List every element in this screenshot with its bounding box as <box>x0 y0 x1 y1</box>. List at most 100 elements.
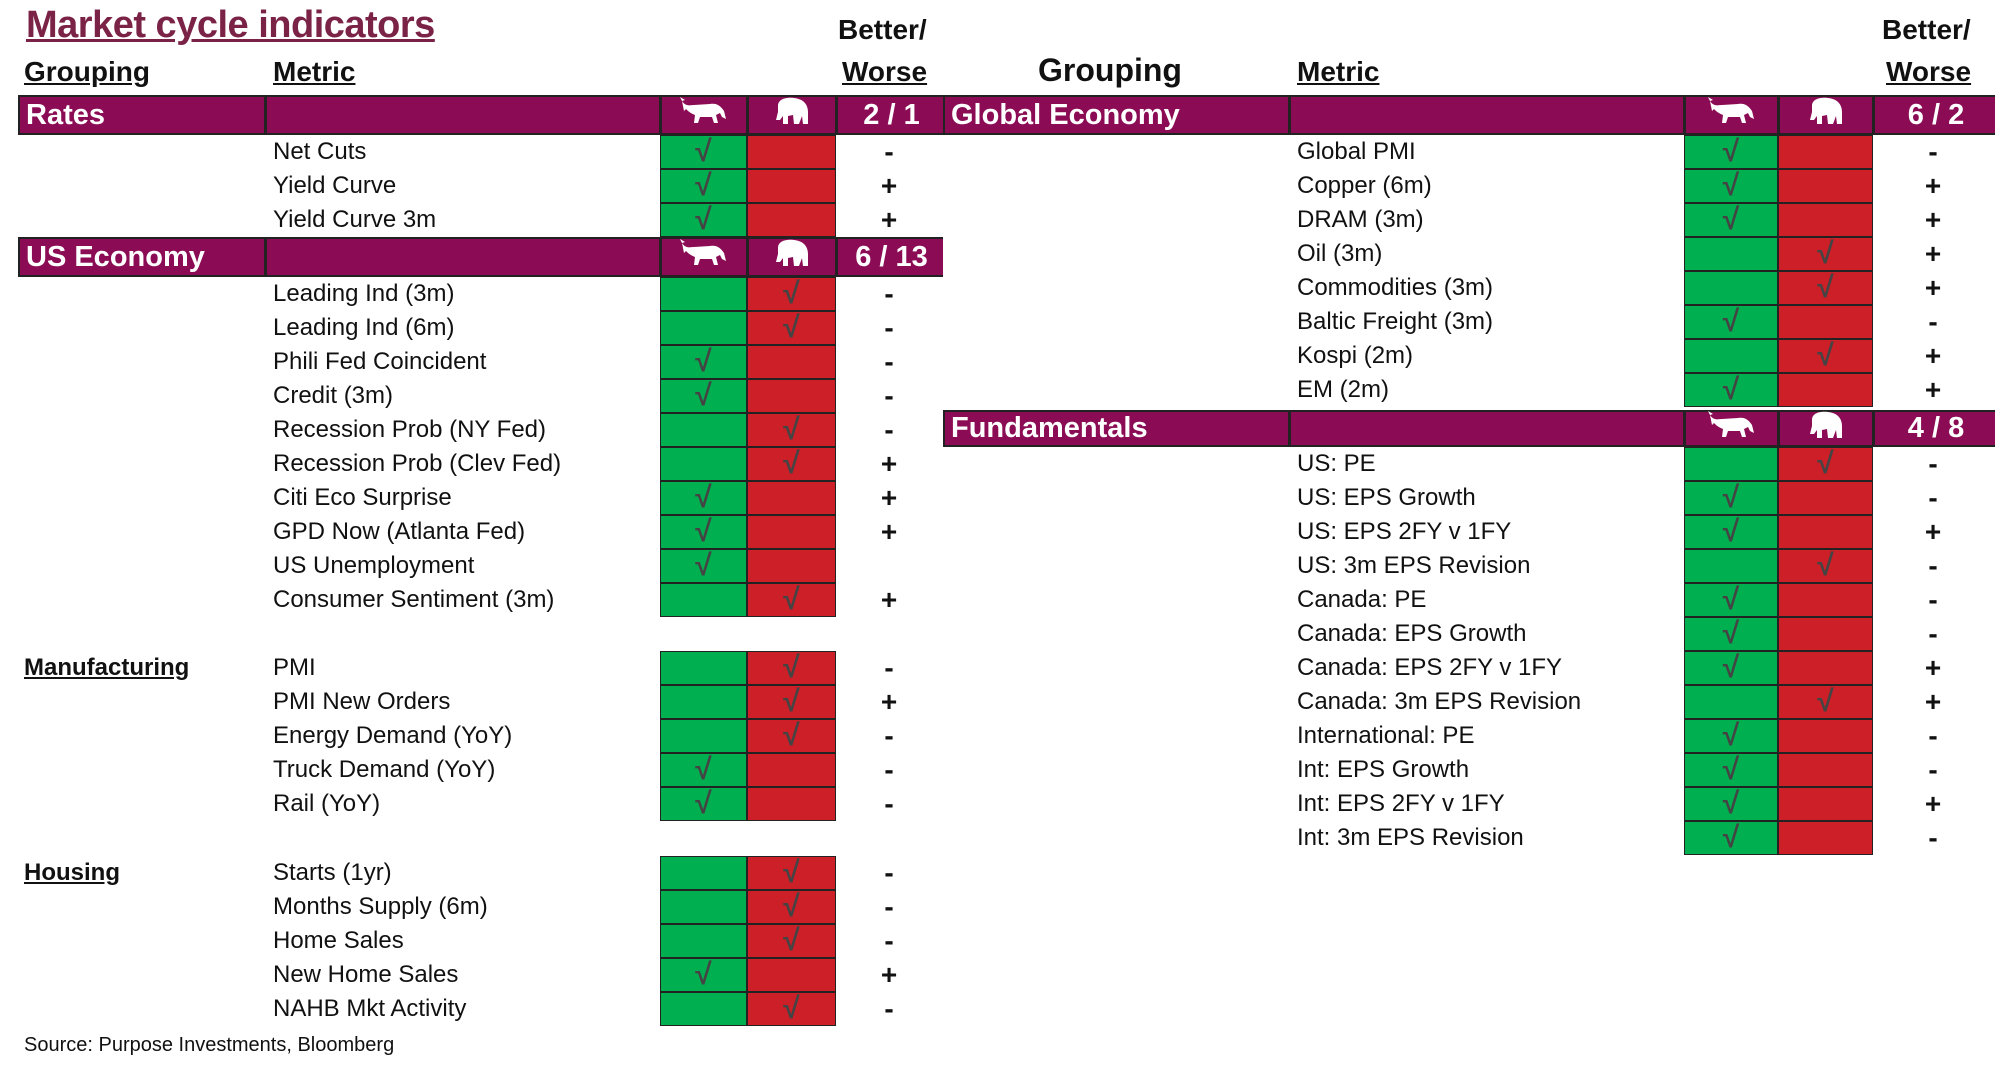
bear-column-header <box>1780 411 1875 445</box>
section-title: Rates <box>20 97 267 133</box>
bull-signal-cell: √ <box>1684 515 1778 549</box>
check-icon: √ <box>1722 719 1740 752</box>
section-header-bar: Rates 2 / 1 <box>18 95 943 135</box>
change-indicator: + <box>880 204 898 235</box>
change-indicator: - <box>1928 306 1938 337</box>
check-icon: √ <box>1722 651 1740 684</box>
bear-signal-cell <box>1778 203 1873 237</box>
check-icon: √ <box>783 413 800 446</box>
bear-signal-cell: √ <box>747 992 836 1026</box>
metric-label: Global PMI <box>1297 138 1416 165</box>
bear-signal-cell: √ <box>747 890 836 924</box>
check-icon: √ <box>783 856 800 889</box>
bull-signal-cell: √ <box>660 481 747 515</box>
bear-signal-cell <box>1778 753 1873 787</box>
check-icon: √ <box>783 651 800 684</box>
check-icon: √ <box>783 719 800 752</box>
bull-signal-cell: √ <box>1684 719 1778 753</box>
change-indicator: + <box>880 516 898 547</box>
check-icon: √ <box>695 753 712 786</box>
check-icon: √ <box>695 379 712 412</box>
bull-signal-cell: √ <box>1684 169 1778 203</box>
section-score: 6 / 2 <box>1907 98 1965 131</box>
bear-signal-cell: √ <box>747 719 836 753</box>
metric-label: Canada: EPS 2FY v 1FY <box>1297 654 1563 681</box>
check-icon: √ <box>695 169 712 202</box>
check-icon: √ <box>1722 821 1740 854</box>
bull-signal-cell <box>1684 271 1778 305</box>
bull-signal-cell: √ <box>1684 753 1778 787</box>
check-icon: √ <box>783 311 800 344</box>
check-icon: √ <box>1722 481 1740 514</box>
right-metric-header: Metric <box>1297 56 1380 87</box>
bull-signal-cell <box>660 719 747 753</box>
bear-signal-cell: √ <box>1778 685 1873 719</box>
bear-signal-cell <box>747 958 836 992</box>
section-title: US Economy <box>20 239 267 275</box>
bear-signal-cell: √ <box>1778 447 1873 481</box>
metric-label: Credit (3m) <box>273 382 394 409</box>
change-indicator: - <box>884 754 894 785</box>
bear-signal-cell <box>1778 135 1873 169</box>
bear-column-header <box>749 239 838 275</box>
metric-label: Canada: 3m EPS Revision <box>1297 688 1582 715</box>
section-score: 4 / 8 <box>1907 412 1965 444</box>
metric-label: Int: EPS Growth <box>1297 756 1470 783</box>
check-icon: √ <box>1722 135 1740 168</box>
change-indicator: + <box>1924 170 1942 201</box>
bull-signal-cell <box>1684 447 1778 481</box>
bear-signal-cell <box>747 345 836 379</box>
metric-label: Kospi (2m) <box>1297 342 1414 369</box>
change-indicator: + <box>1924 788 1942 819</box>
change-indicator: - <box>1928 822 1938 853</box>
bull-column-header <box>1686 97 1780 133</box>
bear-signal-cell <box>747 481 836 515</box>
check-icon: √ <box>1722 169 1740 202</box>
bull-signal-cell <box>660 924 747 958</box>
change-indicator: + <box>1924 340 1942 371</box>
change-indicator: - <box>884 414 894 445</box>
bull-signal-cell: √ <box>1684 787 1778 821</box>
bull-signal-cell: √ <box>660 787 747 821</box>
bear-signal-cell <box>1778 305 1873 339</box>
bear-signal-cell <box>1778 651 1873 685</box>
metric-header-cell <box>267 97 662 133</box>
bear-signal-cell: √ <box>747 651 836 685</box>
metric-label: US: EPS Growth <box>1297 484 1476 511</box>
bear-column-header <box>749 97 838 133</box>
left-worse-header: Worse <box>842 56 928 87</box>
bull-signal-cell <box>1684 685 1778 719</box>
bull-column-header <box>1686 410 1780 445</box>
metric-label: PMI <box>273 654 316 681</box>
bull-signal-cell <box>660 856 747 890</box>
right-better-header: Better/ <box>1882 14 1971 45</box>
bull-icon <box>680 97 728 133</box>
section-header-bar: US Economy 6 / 13 <box>18 237 943 277</box>
bull-signal-cell: √ <box>1684 305 1778 339</box>
check-icon: √ <box>695 481 712 514</box>
change-indicator: + <box>880 959 898 990</box>
bear-signal-cell <box>1778 821 1873 855</box>
change-indicator: - <box>884 346 894 377</box>
bull-icon <box>680 239 728 275</box>
metric-label: Leading Ind (3m) <box>273 280 455 307</box>
change-indicator: - <box>1928 550 1938 581</box>
bear-signal-cell <box>1778 583 1873 617</box>
check-icon: √ <box>783 992 800 1025</box>
bear-signal-cell <box>1778 719 1873 753</box>
change-indicator: + <box>1924 238 1942 269</box>
bull-signal-cell <box>660 413 747 447</box>
bull-signal-cell <box>660 992 747 1026</box>
bear-signal-cell <box>747 787 836 821</box>
bull-column-header <box>662 97 749 133</box>
bull-signal-cell: √ <box>660 515 747 549</box>
metric-label: Truck Demand (YoY) <box>273 756 496 783</box>
metric-label: Home Sales <box>273 927 404 954</box>
left-metric-header: Metric <box>273 56 356 87</box>
change-indicator: - <box>884 788 894 819</box>
change-indicator: + <box>1924 374 1942 405</box>
bear-signal-cell: √ <box>747 924 836 958</box>
metric-label: EM (2m) <box>1297 376 1389 403</box>
metric-label: US: PE <box>1297 450 1376 477</box>
bear-signal-cell <box>1778 515 1873 549</box>
